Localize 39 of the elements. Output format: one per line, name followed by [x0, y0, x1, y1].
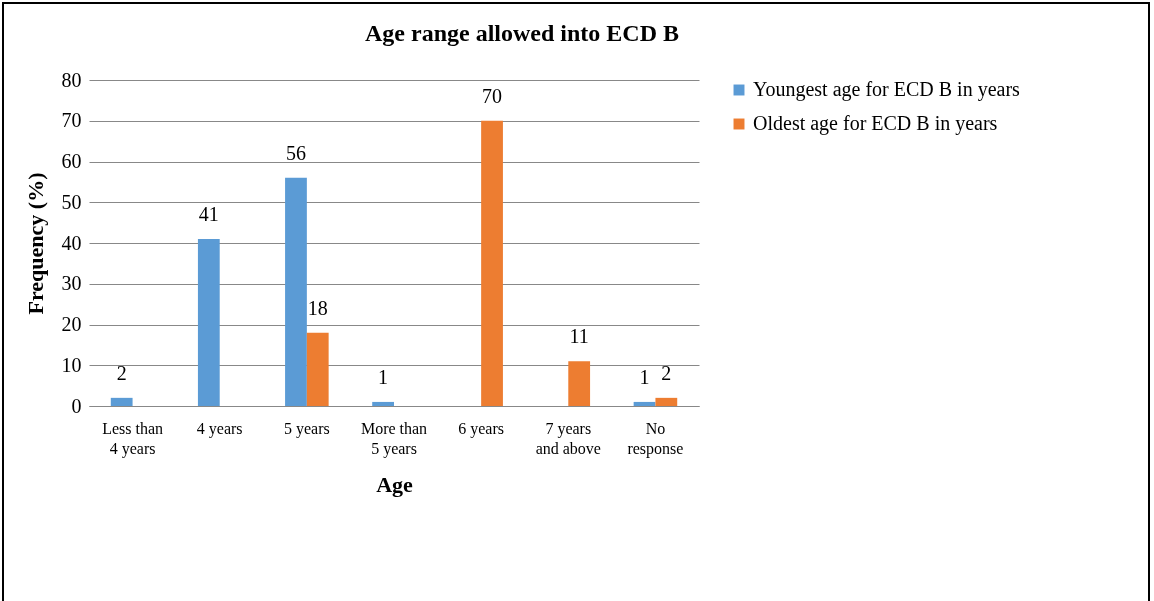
x-tick-label: 6 years: [458, 419, 505, 438]
data-label: 11: [569, 325, 589, 348]
bar: [372, 401, 394, 406]
bar: [633, 401, 656, 406]
data-label: 1: [378, 365, 389, 388]
bar: [285, 177, 307, 406]
bar: [110, 397, 133, 406]
x-tick-label: Less than 4 years: [102, 419, 164, 458]
x-tick-label: 5 years: [283, 419, 330, 438]
bar: [197, 238, 220, 406]
y-tick-label: 10: [61, 353, 82, 376]
y-tick-label: 50: [61, 190, 82, 213]
x-tick-label: More than 5 years: [360, 419, 428, 458]
x-tick-label: 7 years and above: [535, 419, 601, 457]
y-tick-label: 30: [61, 272, 82, 295]
y-tick-label: 60: [61, 150, 82, 172]
y-axis-title: Frequency (%): [22, 172, 48, 315]
chart-title: Age range allowed into ECD B: [365, 20, 679, 46]
y-tick-label: 70: [61, 109, 82, 132]
bar: [655, 397, 678, 406]
legend-label: Oldest age for ECD B in years: [753, 112, 998, 135]
y-tick-label: 20: [61, 313, 82, 335]
y-tick-label: 0: [71, 394, 82, 417]
data-label: 56: [285, 141, 306, 164]
x-tick-label: No response: [627, 419, 684, 458]
data-label: 1: [639, 365, 650, 388]
y-tick-label: 80: [61, 68, 82, 91]
bar: [306, 332, 329, 406]
x-tick-label: 4 years: [196, 419, 243, 438]
x-axis-title: Age: [376, 471, 414, 497]
legend-label: Youngest age for ECD B in years: [753, 78, 1021, 101]
data-label: 2: [116, 361, 127, 384]
bar: [481, 120, 503, 406]
data-label: 41: [198, 202, 219, 225]
y-tick-label: 40: [61, 231, 82, 254]
data-label: 18: [307, 296, 328, 319]
data-label: 2: [661, 361, 672, 384]
bar: [568, 361, 591, 406]
data-label: 70: [482, 84, 503, 107]
